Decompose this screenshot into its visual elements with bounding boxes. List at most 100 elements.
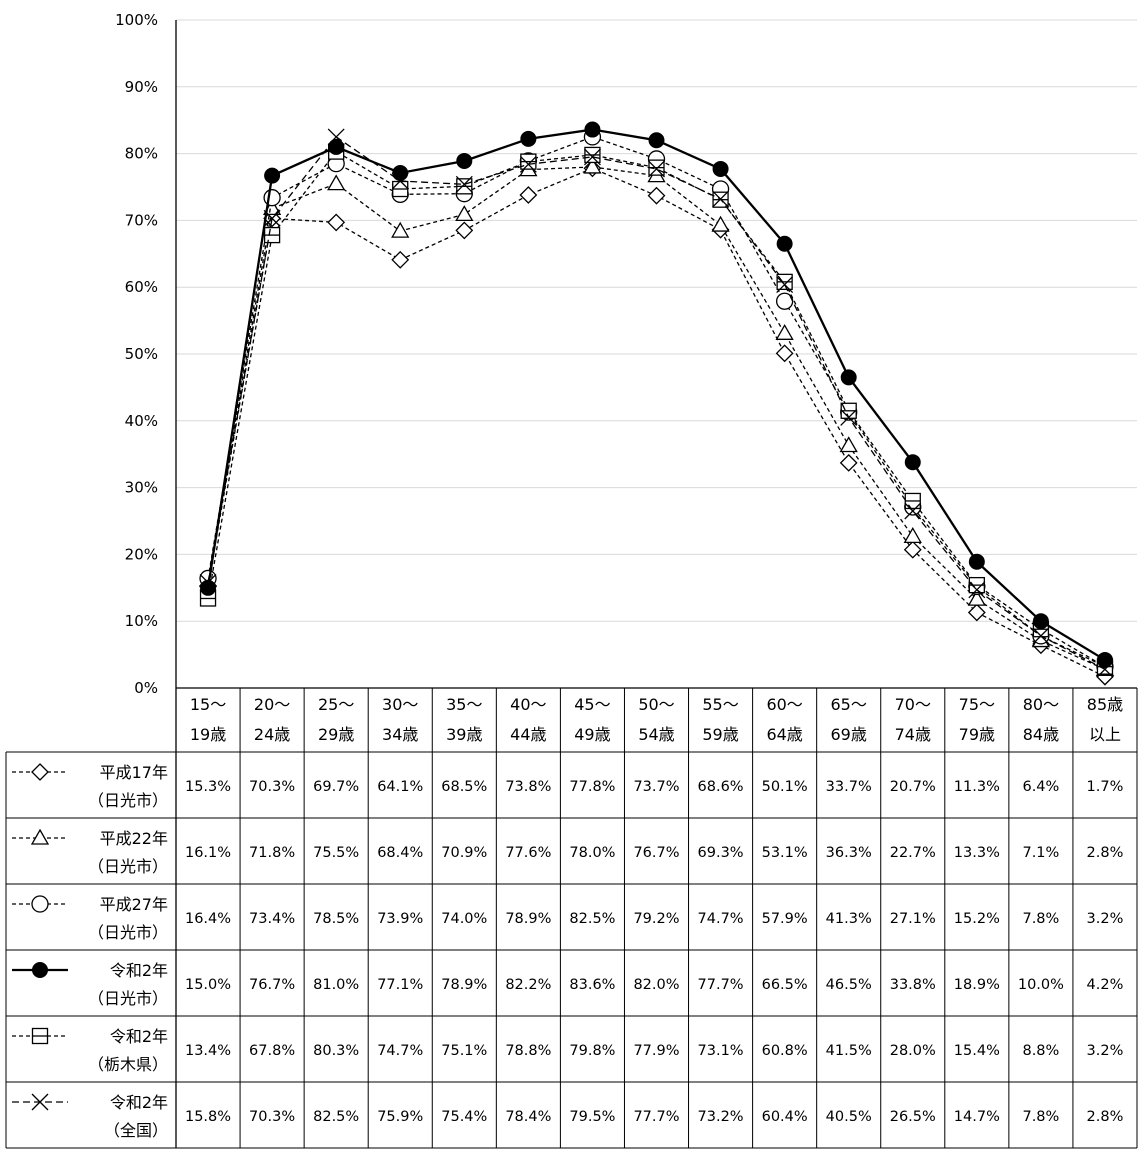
table-value: 77.1% xyxy=(377,977,423,993)
table-value: 75.1% xyxy=(441,1043,487,1059)
table-value: 68.5% xyxy=(441,779,487,795)
data-point xyxy=(264,167,281,184)
category-label: 60～ xyxy=(766,695,802,714)
legend-label: （日光市） xyxy=(88,791,168,810)
x-marker-stroke xyxy=(583,148,601,166)
series-line xyxy=(207,136,1106,670)
table-value: 53.1% xyxy=(762,845,808,861)
data-point xyxy=(520,130,537,147)
table-value: 73.2% xyxy=(698,1109,744,1125)
table-row: 平成22年 （日光市） 16.1% 71.8% 75.5% 68.4% 70.9% 77.6%… xyxy=(12,828,1124,876)
data-point xyxy=(903,527,922,544)
table-value: 33.7% xyxy=(826,779,872,795)
table-row: 令和2年 （全国） 15.8% 70.3% 82.5% 75.9% 75.4% 78.4% 79… xyxy=(12,1093,1123,1140)
y-tick-label: 90% xyxy=(125,78,158,96)
table-value: 78.5% xyxy=(313,911,359,927)
category-label: 79歳 xyxy=(959,725,995,744)
data-point xyxy=(1096,651,1113,668)
category-label: 44歳 xyxy=(510,725,546,744)
table-value: 16.4% xyxy=(185,911,231,927)
data-point xyxy=(648,132,665,149)
gridlines xyxy=(176,19,1137,622)
x-axis-categories: 15～ 19歳 20～ 24歳 25～ 29歳 30～ 34歳 35～ 39歳 40～ 44歳 45～ 4… xyxy=(190,695,1123,744)
table-value: 16.1% xyxy=(185,845,231,861)
data-point xyxy=(456,178,473,195)
legend-marker xyxy=(32,962,48,978)
series-1 xyxy=(199,159,1114,686)
data-point xyxy=(392,164,409,181)
table-value: 82.2% xyxy=(505,977,551,993)
table-value: 74.7% xyxy=(377,1043,423,1059)
table-value: 73.4% xyxy=(249,911,295,927)
data-point xyxy=(455,205,474,222)
table-value: 75.4% xyxy=(441,1109,487,1125)
table-value: 75.5% xyxy=(313,845,359,861)
table-value: 77.6% xyxy=(505,845,551,861)
table-value: 70.3% xyxy=(249,779,295,795)
y-tick-label: 40% xyxy=(125,412,158,430)
table-value: 40.5% xyxy=(826,1109,872,1125)
data-point xyxy=(327,174,346,191)
table-row: 令和2年 （栃木県） 13.4% 67.8% 80.3% 74.7% 75.1% 78.8% 7… xyxy=(12,1027,1123,1074)
table-value: 64.1% xyxy=(377,779,423,795)
x-marker-stroke xyxy=(519,155,537,173)
data-point xyxy=(776,235,793,252)
table-value: 10.0% xyxy=(1018,977,1064,993)
data-point xyxy=(328,138,345,155)
series-line xyxy=(207,167,1106,678)
x-marker-stroke xyxy=(31,1093,49,1111)
category-label: 70～ xyxy=(895,695,931,714)
y-tick-label: 10% xyxy=(125,612,158,630)
table-value: 41.5% xyxy=(826,1043,872,1059)
table-value: 79.8% xyxy=(569,1043,615,1059)
category-label: 30～ xyxy=(382,695,418,714)
data-point xyxy=(584,121,601,138)
y-tick-label: 100% xyxy=(115,11,158,29)
x-marker-stroke xyxy=(1032,627,1050,645)
data-point xyxy=(968,581,986,599)
table-value: 78.8% xyxy=(505,1043,551,1059)
table-value: 20.7% xyxy=(890,779,936,795)
table-value: 73.8% xyxy=(505,779,551,795)
table-value: 81.0% xyxy=(313,977,359,993)
y-tick-label: 30% xyxy=(125,479,158,497)
data-point xyxy=(967,603,986,622)
x-marker-stroke xyxy=(776,276,794,293)
category-label: 45～ xyxy=(574,695,610,714)
data-point xyxy=(1032,627,1050,645)
table-value: 11.3% xyxy=(954,779,1000,795)
legend-label: 令和2年 xyxy=(110,1093,168,1112)
data-point xyxy=(1032,613,1049,630)
y-tick-label: 60% xyxy=(125,278,158,296)
data-table: 平成17年 （日光市） 15.3% 70.3% 69.7% 64.1% 68.5% 73.8%… xyxy=(12,763,1123,1140)
data-point xyxy=(711,215,730,232)
data-point xyxy=(840,409,858,426)
table-value: 36.3% xyxy=(826,845,872,861)
table-value: 28.0% xyxy=(890,1043,936,1059)
category-label: 50～ xyxy=(638,695,674,714)
data-point xyxy=(583,148,601,166)
category-label: 20～ xyxy=(254,695,290,714)
table-value: 13.4% xyxy=(185,1043,231,1059)
x-marker-stroke xyxy=(968,581,986,599)
x-marker-stroke xyxy=(263,209,281,227)
table-value: 76.7% xyxy=(249,977,295,993)
table-value: 2.8% xyxy=(1087,845,1124,861)
table-value: 33.8% xyxy=(890,977,936,993)
legend-marker xyxy=(30,828,50,845)
table-value: 15.0% xyxy=(185,977,231,993)
data-point xyxy=(263,226,281,244)
data-point xyxy=(840,369,857,386)
data-point xyxy=(775,323,794,340)
table-value: 67.8% xyxy=(249,1043,295,1059)
table-grid xyxy=(5,20,1138,1149)
table-value: 68.4% xyxy=(377,845,423,861)
category-label: 39歳 xyxy=(446,725,482,744)
legend-marker xyxy=(31,763,49,781)
table-value: 2.8% xyxy=(1087,1109,1124,1125)
table-value: 1.7% xyxy=(1087,779,1124,795)
legend-label: （日光市） xyxy=(88,857,168,876)
data-point xyxy=(903,540,922,559)
table-value: 78.0% xyxy=(569,845,615,861)
y-axis: 0% 10% 20% 30% 40% 50% 60% 70% 80% 90% 100% xyxy=(115,11,158,697)
